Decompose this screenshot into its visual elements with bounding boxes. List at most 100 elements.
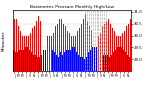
Bar [117, 47, 118, 71]
Bar [42, 26, 43, 71]
Bar [96, 33, 97, 71]
Bar [75, 35, 76, 71]
Bar [88, 52, 89, 71]
Bar [69, 33, 70, 71]
Bar [118, 35, 119, 71]
Bar [64, 52, 65, 71]
Bar [13, 50, 14, 71]
Bar [53, 33, 54, 71]
Bar [31, 52, 32, 71]
Bar [112, 28, 113, 71]
Bar [57, 24, 58, 71]
Bar [77, 31, 78, 71]
Bar [120, 35, 121, 71]
Bar [15, 52, 16, 71]
Bar [79, 28, 80, 71]
Title: Barometric Pressure Monthly High/Low: Barometric Pressure Monthly High/Low [30, 5, 114, 9]
Bar [101, 52, 102, 71]
Bar [81, 24, 82, 71]
Bar [29, 50, 30, 71]
Bar [39, 57, 40, 71]
Text: Milwaukee: Milwaukee [2, 31, 6, 51]
Bar [23, 50, 24, 71]
Bar [89, 26, 90, 71]
Bar [22, 35, 23, 71]
Bar [106, 21, 107, 71]
Bar [58, 57, 59, 71]
Bar [62, 55, 63, 71]
Bar [86, 57, 87, 71]
Bar [128, 24, 129, 71]
Bar [114, 31, 115, 71]
Bar [59, 19, 60, 71]
Bar [91, 31, 92, 71]
Bar [20, 31, 21, 71]
Bar [126, 26, 127, 71]
Bar [87, 21, 88, 71]
Bar [61, 19, 62, 71]
Bar [125, 52, 126, 71]
Bar [127, 55, 128, 71]
Bar [121, 47, 122, 71]
Bar [123, 50, 124, 71]
Bar [102, 26, 103, 71]
Bar [78, 55, 79, 71]
Bar [25, 47, 26, 71]
Bar [35, 55, 36, 71]
Bar [28, 35, 29, 71]
Bar [66, 50, 67, 71]
Bar [51, 35, 52, 71]
Bar [111, 55, 112, 71]
Bar [32, 28, 33, 71]
Bar [129, 57, 130, 71]
Bar [37, 57, 38, 71]
Bar [113, 52, 114, 71]
Bar [100, 33, 101, 71]
Bar [16, 19, 17, 71]
Bar [122, 33, 123, 71]
Bar [92, 47, 93, 71]
Bar [36, 21, 37, 71]
Bar [33, 55, 34, 71]
Bar [41, 55, 42, 71]
Bar [90, 50, 91, 71]
Bar [76, 52, 77, 71]
Bar [68, 50, 69, 71]
Bar [84, 59, 85, 71]
Bar [119, 47, 120, 71]
Bar [14, 19, 15, 71]
Bar [26, 35, 27, 71]
Bar [56, 55, 57, 71]
Bar [54, 52, 55, 71]
Bar [55, 26, 56, 71]
Bar [130, 19, 131, 71]
Bar [47, 47, 48, 71]
Bar [45, 50, 46, 71]
Bar [110, 24, 111, 71]
Bar [43, 50, 44, 71]
Bar [85, 14, 86, 71]
Bar [30, 33, 31, 71]
Bar [38, 16, 39, 71]
Bar [70, 50, 71, 71]
Bar [80, 57, 81, 71]
Bar [116, 35, 117, 71]
Bar [107, 55, 108, 71]
Bar [65, 26, 66, 71]
Bar [105, 55, 106, 71]
Bar [67, 31, 68, 71]
Bar [19, 50, 20, 71]
Bar [73, 35, 74, 71]
Bar [115, 50, 116, 71]
Bar [27, 47, 28, 71]
Bar [52, 50, 53, 71]
Bar [109, 57, 110, 71]
Bar [104, 24, 105, 71]
Bar [83, 19, 84, 71]
Bar [60, 52, 61, 71]
Bar [49, 35, 50, 71]
Bar [72, 47, 73, 71]
Bar [98, 35, 99, 71]
Bar [94, 47, 95, 71]
Bar [18, 26, 19, 71]
